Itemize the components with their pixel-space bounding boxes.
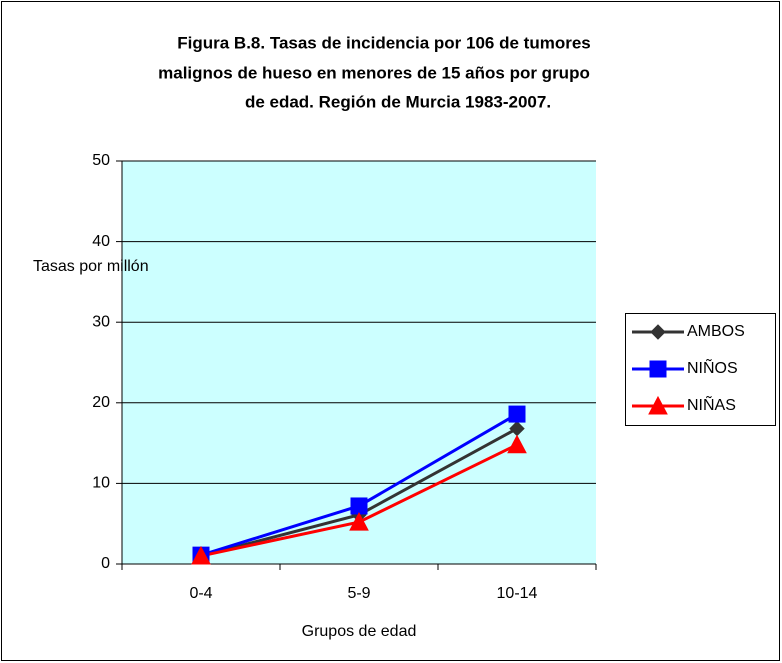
legend-label: NIÑAS — [687, 394, 736, 414]
legend-label: AMBOS — [687, 323, 745, 340]
y-axis-label: Tasas por millón — [33, 258, 149, 275]
x-tick-label: 0-4 — [189, 585, 212, 602]
y-tick-label: 20 — [92, 394, 110, 411]
y-tick-label: 40 — [92, 233, 110, 250]
chart-title: Figura B.8. Tasas de incidencia por 106 … — [177, 33, 591, 52]
marker — [508, 405, 526, 423]
y-tick-label: 10 — [92, 475, 110, 492]
marker — [649, 360, 667, 378]
marker — [349, 512, 369, 531]
x-axis-label: Grupos de edad — [302, 623, 417, 640]
y-tick-label: 50 — [92, 152, 110, 169]
x-tick-label: 10-14 — [497, 585, 538, 602]
marker — [350, 497, 368, 515]
marker — [648, 395, 668, 415]
legend-label: NIÑOS — [687, 357, 738, 377]
marker — [191, 545, 211, 565]
x-tick-label: 5-9 — [347, 585, 370, 602]
chart-title: malignos de hueso en menores de 15 años … — [158, 63, 590, 82]
marker — [650, 324, 666, 340]
marker — [507, 434, 527, 454]
y-tick-label: 30 — [92, 313, 110, 330]
chart-title: de edad. Región de Murcia 1983-2007. — [245, 92, 551, 111]
y-tick-label: 0 — [101, 555, 110, 572]
plot-area — [122, 161, 596, 564]
